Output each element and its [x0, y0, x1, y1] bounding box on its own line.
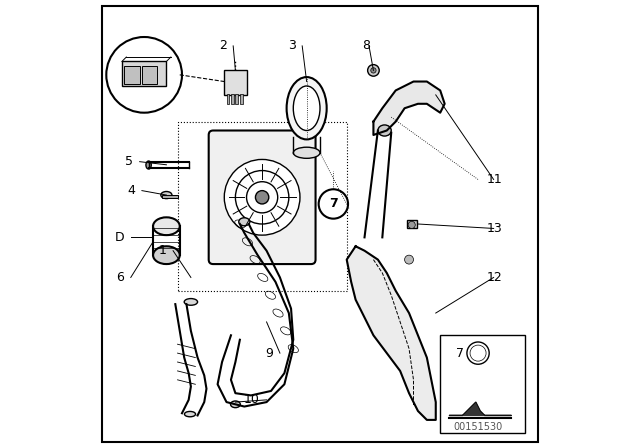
Text: 10: 10: [244, 393, 260, 406]
Circle shape: [255, 190, 269, 204]
Ellipse shape: [184, 298, 198, 305]
Ellipse shape: [230, 401, 240, 408]
Circle shape: [408, 221, 415, 228]
Text: 2: 2: [219, 39, 227, 52]
Bar: [240, 94, 243, 104]
Text: D: D: [115, 231, 124, 244]
Text: 5: 5: [125, 155, 133, 168]
Text: 7: 7: [456, 347, 464, 360]
Bar: [227, 94, 229, 104]
Text: 7: 7: [329, 198, 338, 211]
Circle shape: [371, 68, 376, 73]
Text: 12: 12: [487, 271, 502, 284]
FancyBboxPatch shape: [209, 130, 316, 264]
Bar: [162, 194, 177, 198]
Bar: [407, 220, 417, 228]
Text: 9: 9: [266, 347, 273, 360]
Ellipse shape: [378, 125, 391, 136]
Ellipse shape: [239, 218, 250, 226]
Text: 4: 4: [127, 184, 135, 197]
Polygon shape: [347, 246, 436, 420]
Bar: [124, 66, 140, 84]
Bar: [231, 94, 234, 104]
Circle shape: [367, 65, 380, 76]
Ellipse shape: [293, 147, 320, 158]
Circle shape: [470, 345, 486, 361]
Ellipse shape: [184, 411, 196, 417]
Bar: [224, 70, 246, 95]
Circle shape: [246, 182, 278, 213]
Circle shape: [467, 342, 489, 364]
Ellipse shape: [161, 191, 172, 198]
Circle shape: [224, 159, 300, 235]
Ellipse shape: [153, 217, 180, 235]
Ellipse shape: [287, 77, 326, 139]
Ellipse shape: [146, 161, 151, 169]
Text: 13: 13: [487, 222, 502, 235]
Polygon shape: [449, 402, 511, 415]
Bar: [122, 61, 166, 86]
Bar: [236, 94, 238, 104]
Circle shape: [404, 255, 413, 264]
Text: 11: 11: [487, 173, 502, 186]
Polygon shape: [373, 82, 445, 135]
Circle shape: [106, 37, 182, 113]
Bar: [142, 66, 157, 84]
Circle shape: [319, 189, 348, 219]
Ellipse shape: [293, 86, 320, 130]
Text: 00151530: 00151530: [453, 422, 502, 431]
Circle shape: [236, 171, 289, 224]
Ellipse shape: [153, 246, 180, 264]
Text: 6: 6: [116, 271, 124, 284]
Text: 3: 3: [287, 39, 296, 52]
Text: 1: 1: [159, 244, 166, 257]
Bar: [440, 335, 525, 433]
Text: 8: 8: [362, 39, 371, 52]
Bar: [177, 121, 347, 291]
